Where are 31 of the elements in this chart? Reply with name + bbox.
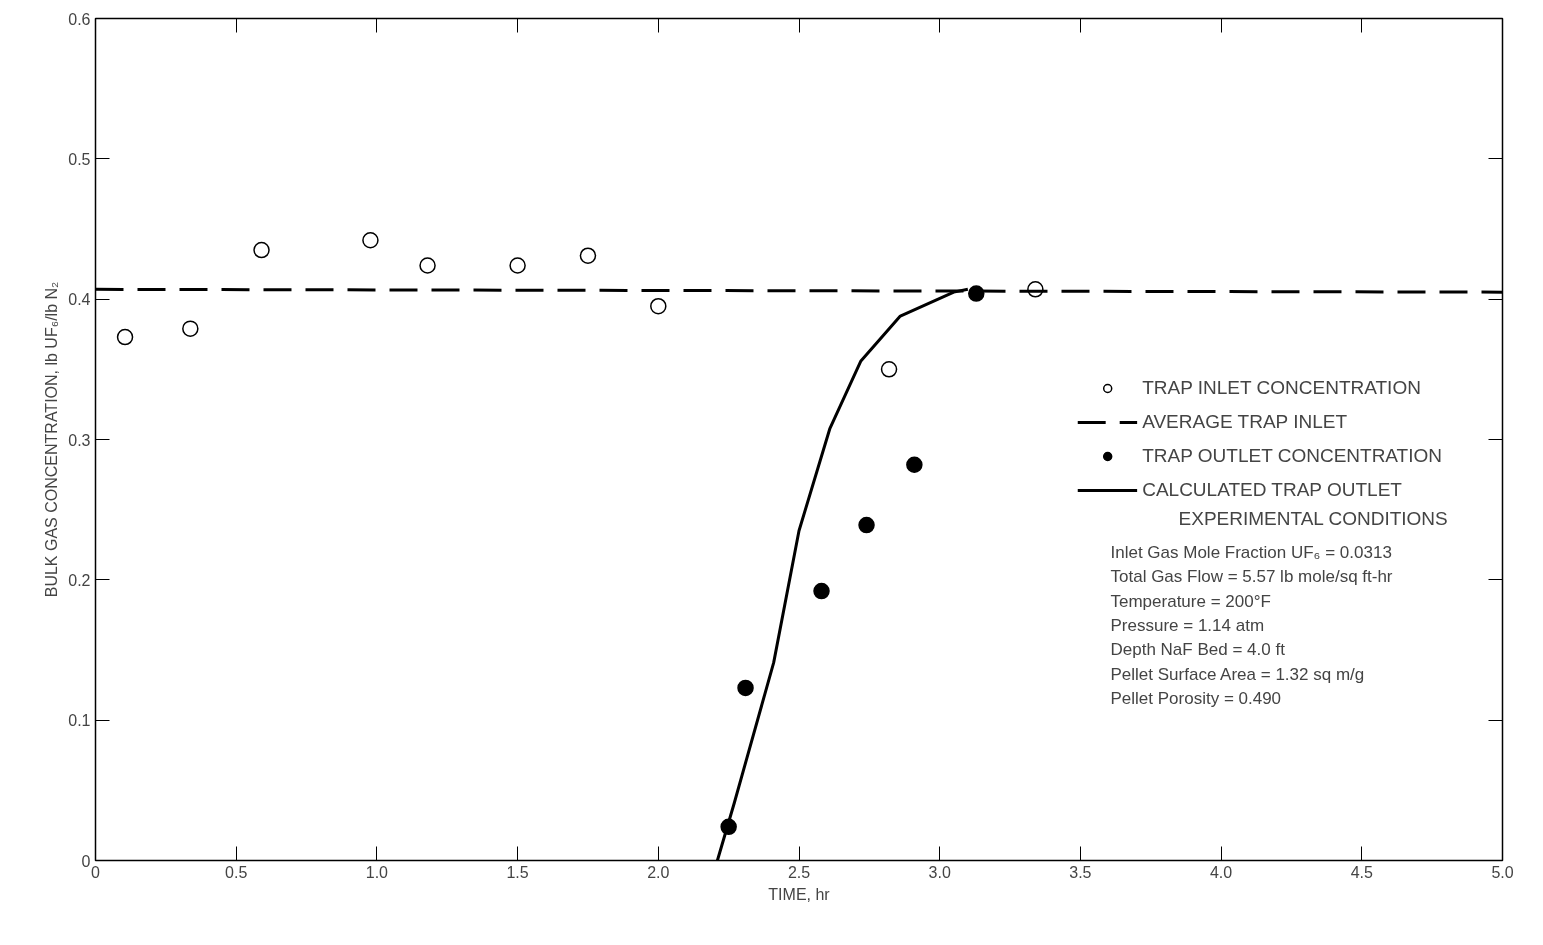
annotation: Pressure = 1.14 atm xyxy=(1110,615,1265,635)
annotation: Pellet Porosity = 0.490 xyxy=(1110,688,1282,708)
y-tick-label: 0.4 xyxy=(68,291,91,309)
x-tick-label: 3.0 xyxy=(928,863,951,881)
annotation: EXPERIMENTAL CONDITIONS xyxy=(1178,508,1448,529)
legend-label: AVERAGE TRAP INLET xyxy=(1142,410,1348,434)
x-tick-label: 1.5 xyxy=(506,863,529,881)
x-tick-label: 2.5 xyxy=(787,863,811,881)
x-tick-label: 3.5 xyxy=(1069,863,1092,881)
y-axis-title: BULK GAS CONCENTRATION, lb UF₆/lb N₂ xyxy=(43,281,61,598)
x-tick-label: 1.0 xyxy=(365,863,389,881)
x-tick-label: 4.0 xyxy=(1209,863,1233,881)
x-tick-label: 5.0 xyxy=(1491,863,1514,881)
x-axis-title: TIME, hr xyxy=(768,885,831,903)
annotation: Temperature = 200°F xyxy=(1110,591,1271,611)
annotation: Inlet Gas Mole Fraction UF₆ = 0.0313 xyxy=(1110,543,1392,562)
y-tick-label: 0.1 xyxy=(68,712,91,730)
x-tick-label: 0.5 xyxy=(225,863,248,881)
y-tick-label: 0 xyxy=(81,852,91,870)
y-tick-label: 0.5 xyxy=(68,150,91,168)
x-tick-label: 4.5 xyxy=(1350,863,1374,881)
annotation: Pellet Surface Area = 1.32 sq m/g xyxy=(1110,664,1365,684)
legend-label: CALCULATED TRAP OUTLET xyxy=(1142,478,1402,502)
y-tick-label: 0.6 xyxy=(68,10,91,28)
y-tick-label: 0.2 xyxy=(68,571,91,589)
legend-label: TRAP OUTLET CONCENTRATION xyxy=(1142,444,1442,468)
annotation: Total Gas Flow = 5.57 lb mole/sq ft-hr xyxy=(1110,567,1393,587)
legend-label: TRAP INLET CONCENTRATION xyxy=(1142,376,1421,400)
annotation: Depth NaF Bed = 4.0 ft xyxy=(1110,640,1286,660)
y-tick-label: 0.3 xyxy=(68,431,91,449)
x-tick-label: 2.0 xyxy=(647,863,670,881)
